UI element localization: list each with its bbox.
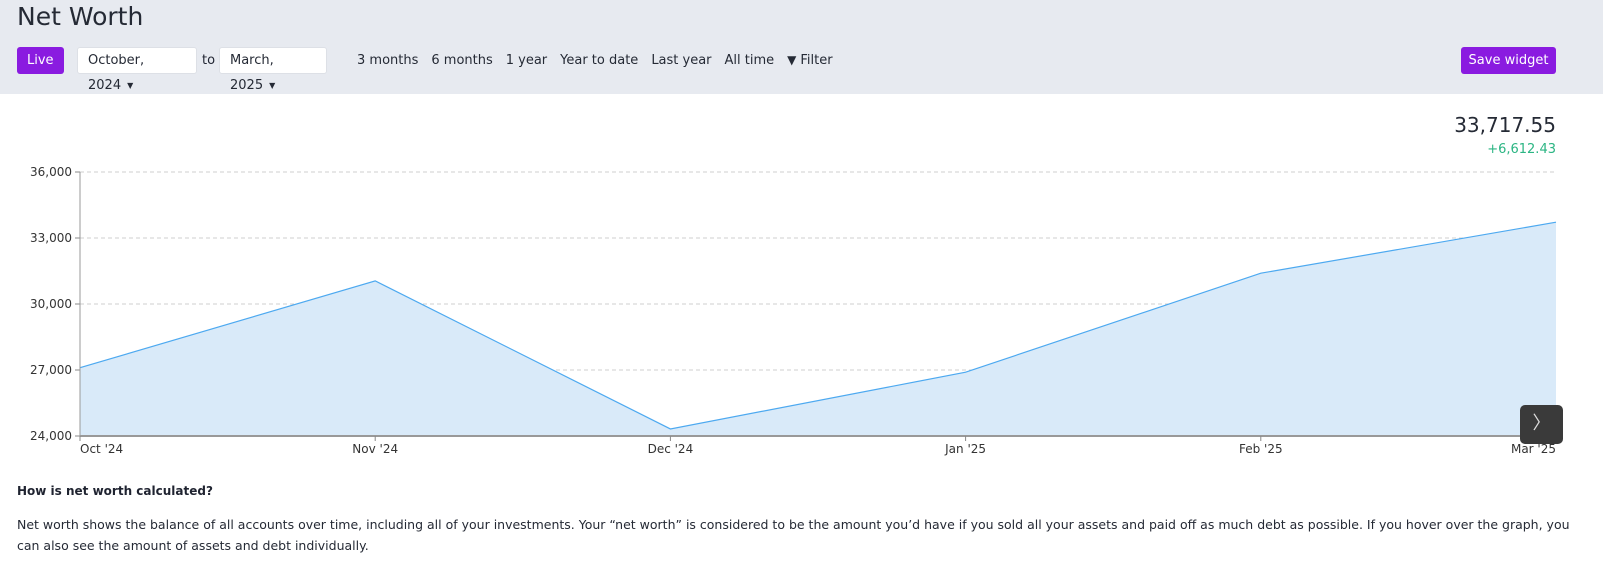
- to-date-value: March, 2025: [230, 53, 274, 93]
- info-question: How is net worth calculated?: [17, 484, 213, 498]
- range-presets: 3 months 6 months 1 year Year to date La…: [357, 53, 833, 68]
- y-tick-label: 30,000: [30, 297, 72, 311]
- x-tick-label: Mar '25: [1511, 442, 1556, 456]
- net-worth-chart[interactable]: 24,000 27,000 30,000 33,000 36,000 Oct '24 Nov…: [0, 0, 1603, 470]
- to-date-select[interactable]: March, 2025 ▼: [219, 47, 327, 93]
- filter-icon: ▼: [787, 53, 797, 67]
- page-title: Net Worth: [17, 2, 144, 31]
- range-1-year[interactable]: 1 year: [505, 53, 548, 68]
- to-label: to: [202, 53, 216, 68]
- x-tick-label: Oct '24: [80, 442, 123, 456]
- y-tick-label: 27,000: [30, 363, 72, 377]
- y-tick-label: 36,000: [30, 165, 72, 179]
- from-date-select[interactable]: October, 2024 ▼: [77, 47, 197, 93]
- range-all-time[interactable]: All time: [724, 53, 775, 68]
- area-fill: [80, 222, 1556, 436]
- range-year-to-date[interactable]: Year to date: [560, 53, 639, 68]
- info-text: Net worth shows the balance of all accou…: [17, 517, 1570, 553]
- x-tick-label: Dec '24: [648, 442, 694, 456]
- net-worth-change: +6,612.43: [1487, 142, 1556, 157]
- caret-down-icon: ▼: [127, 81, 134, 90]
- x-tick-label: Feb '25: [1239, 442, 1283, 456]
- x-tick-label: Jan '25: [944, 442, 986, 456]
- range-6-months[interactable]: 6 months: [431, 53, 493, 68]
- live-button[interactable]: Live: [17, 47, 64, 74]
- save-widget-button[interactable]: Save widget: [1461, 47, 1556, 74]
- range-last-year[interactable]: Last year: [651, 53, 712, 68]
- filter-label: Filter: [800, 53, 833, 68]
- caret-down-icon: ▼: [269, 81, 276, 90]
- from-date-value: October, 2024: [88, 53, 145, 93]
- filter-button[interactable]: ▼ Filter: [787, 53, 832, 68]
- y-tick-label: 33,000: [30, 231, 72, 245]
- series-line: [79, 221, 1557, 430]
- next-button[interactable]: 〉: [1520, 405, 1563, 444]
- header: Net Worth Live October, 2024 ▼ to March, …: [0, 0, 1603, 94]
- net-worth-total: 33,717.55: [1454, 113, 1556, 137]
- chevron-right-icon: 〉: [1532, 413, 1551, 434]
- range-3-months[interactable]: 3 months: [357, 53, 419, 68]
- x-tick-label: Nov '24: [352, 442, 398, 456]
- y-tick-label: 24,000: [30, 429, 72, 443]
